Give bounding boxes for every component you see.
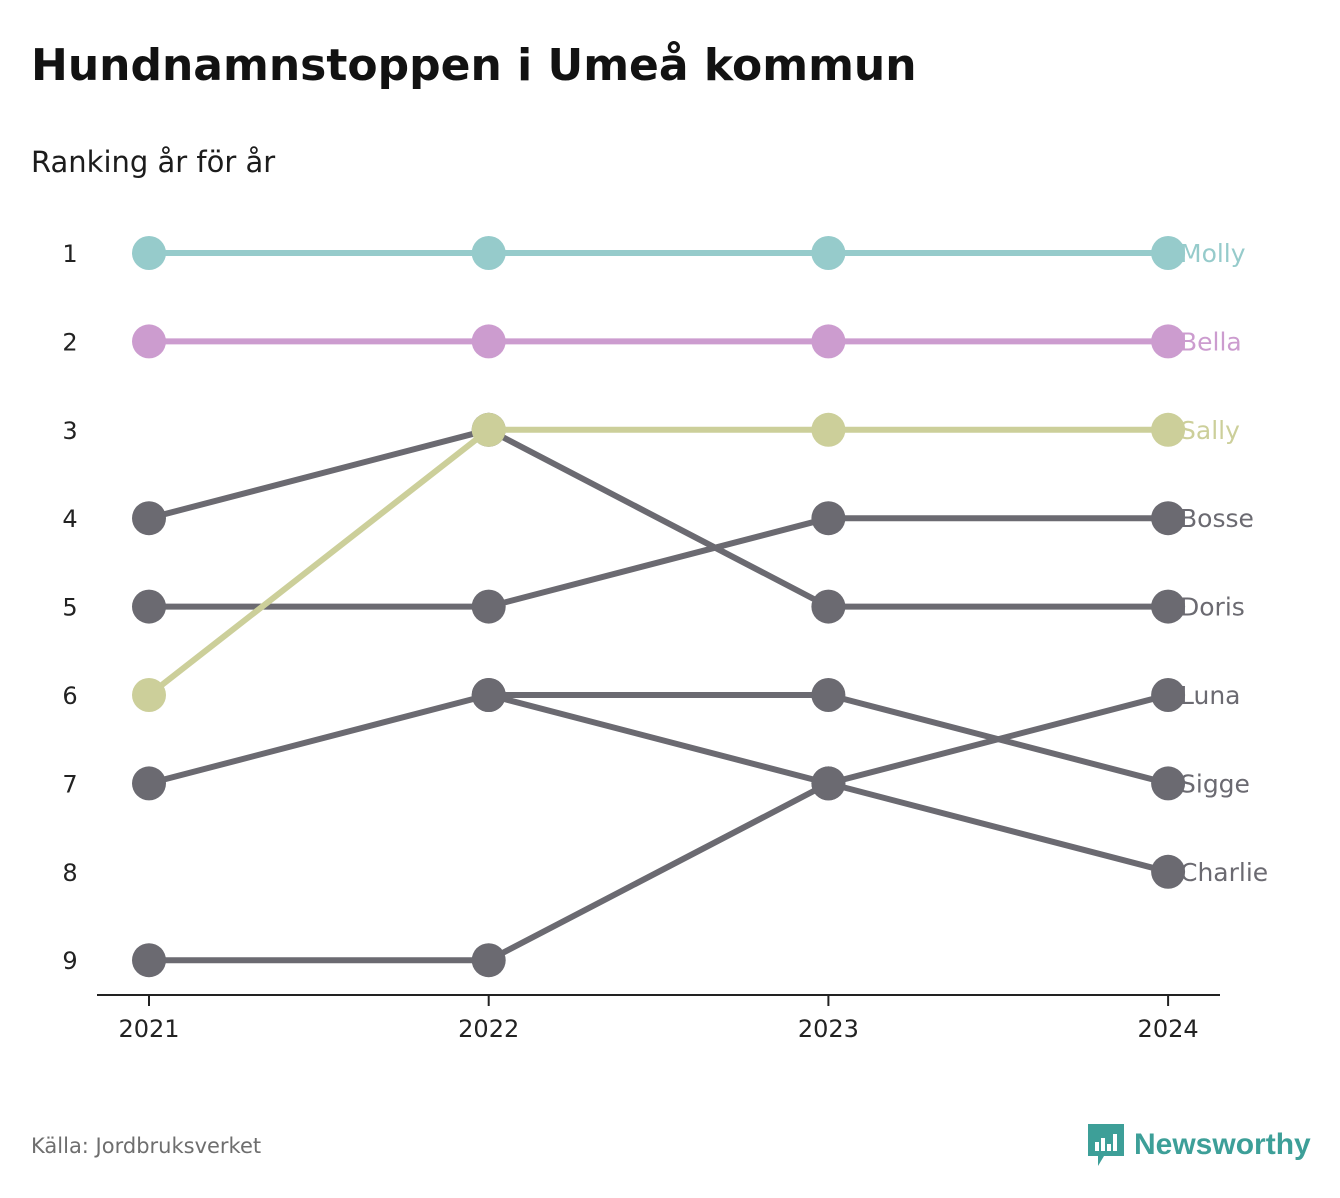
series-line-bosse bbox=[146, 515, 1172, 610]
series-line-sally bbox=[146, 426, 1172, 698]
point-bella bbox=[1151, 324, 1186, 359]
point-molly bbox=[1151, 236, 1186, 270]
y-tick-label: 4 bbox=[62, 505, 77, 533]
point-sigge bbox=[811, 678, 846, 712]
series-label-bella: Bella bbox=[1180, 327, 1242, 356]
brand-name: Newsworthy bbox=[1134, 1128, 1311, 1161]
series-label-doris: Doris bbox=[1180, 593, 1245, 622]
y-tick-label: 5 bbox=[62, 594, 77, 622]
newsworthy-logo-icon bbox=[1088, 1124, 1124, 1166]
point-molly bbox=[132, 236, 166, 270]
point-molly bbox=[811, 236, 846, 270]
x-tick-label: 2023 bbox=[798, 1015, 859, 1043]
y-tick-label: 6 bbox=[62, 682, 77, 710]
point-bella bbox=[132, 324, 166, 359]
series-label-charlie: Charlie bbox=[1180, 858, 1268, 887]
y-tick-label: 2 bbox=[62, 328, 77, 356]
series-label-bosse: Bosse bbox=[1180, 504, 1254, 533]
point-sally bbox=[471, 412, 506, 447]
point-doris bbox=[132, 501, 166, 536]
point-sally bbox=[811, 412, 846, 447]
y-tick-label: 1 bbox=[62, 240, 77, 268]
series-label-sigge: Sigge bbox=[1180, 769, 1250, 798]
chart-subtitle: Ranking år för år bbox=[31, 145, 276, 179]
point-bosse bbox=[1151, 501, 1186, 536]
x-tick-label: 2021 bbox=[118, 1015, 179, 1043]
point-sigge bbox=[1151, 766, 1186, 801]
y-tick-label: 9 bbox=[62, 947, 77, 975]
point-luna bbox=[471, 943, 506, 978]
point-charlie bbox=[132, 766, 166, 801]
point-luna bbox=[132, 943, 166, 978]
brand-logo[interactable]: Newsworthy bbox=[1088, 1124, 1311, 1166]
series-label-molly: Molly bbox=[1180, 239, 1246, 268]
point-charlie bbox=[471, 678, 506, 712]
x-tick-label: 2024 bbox=[1138, 1015, 1199, 1043]
y-tick-label: 3 bbox=[62, 417, 77, 445]
series-label-sally: Sally bbox=[1180, 416, 1240, 445]
point-charlie bbox=[811, 766, 846, 801]
point-doris bbox=[1151, 589, 1186, 624]
point-charlie bbox=[1151, 854, 1186, 889]
point-bella bbox=[471, 324, 506, 359]
point-bosse bbox=[811, 501, 846, 536]
point-sally bbox=[132, 678, 166, 712]
point-sally bbox=[1151, 412, 1186, 447]
source-note: Källa: Jordbruksverket bbox=[31, 1134, 262, 1158]
y-tick-label: 7 bbox=[62, 770, 77, 798]
point-doris bbox=[811, 589, 846, 624]
point-luna bbox=[1151, 678, 1186, 712]
x-tick-label: 2022 bbox=[458, 1015, 519, 1043]
point-bosse bbox=[471, 589, 506, 624]
series-line-doris bbox=[146, 426, 1172, 610]
point-bosse bbox=[132, 589, 166, 624]
point-molly bbox=[471, 236, 506, 270]
series-line-charlie bbox=[146, 692, 1172, 875]
series-label-luna: Luna bbox=[1180, 681, 1241, 710]
series-line-luna bbox=[146, 692, 1172, 964]
y-tick-label: 8 bbox=[62, 859, 77, 887]
chart-title: Hundnamnstoppen i Umeå kommun bbox=[31, 40, 917, 91]
point-bella bbox=[811, 324, 846, 359]
